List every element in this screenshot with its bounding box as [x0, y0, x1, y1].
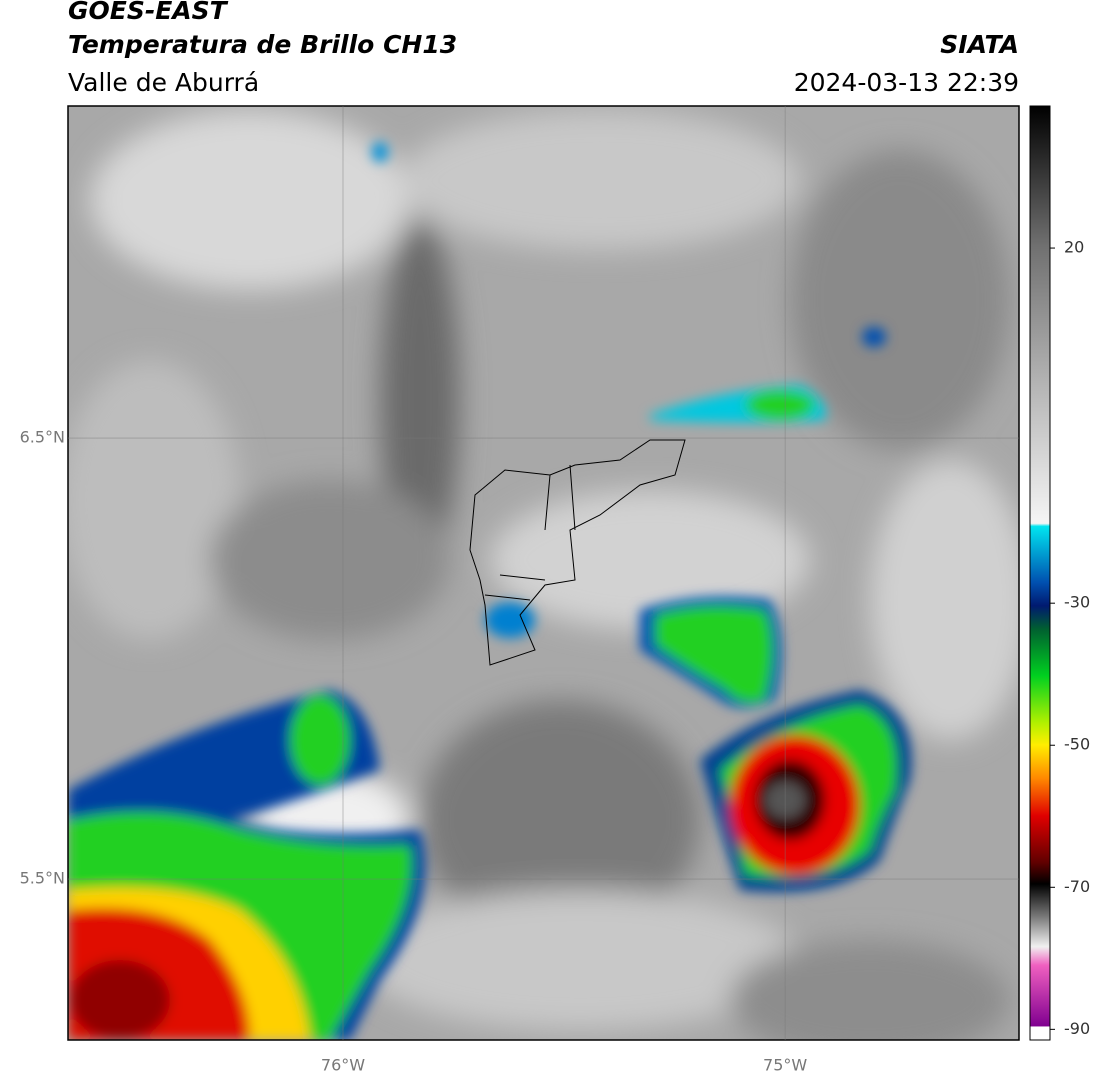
map-frame	[67, 105, 1020, 1041]
source: SIATA	[940, 30, 1019, 59]
x-tick-label: 75°W	[763, 1056, 807, 1075]
colorbar-tick-label: -90	[1064, 1019, 1090, 1038]
title: GOES-EAST	[68, 0, 229, 25]
y-tick-label: 6.5°N	[20, 428, 65, 447]
colorbar	[1029, 105, 1051, 1041]
municipal-boundaries	[469, 439, 686, 666]
region: Valle de Aburrá	[68, 68, 259, 97]
subtitle: Temperatura de Brillo CH13	[68, 30, 457, 59]
x-tick-label: 76°W	[321, 1056, 365, 1075]
colorbar-tick-label: -70	[1064, 877, 1090, 896]
satellite-image	[68, 106, 1019, 1040]
colorbar-tick-label: 20	[1064, 238, 1084, 257]
datetime: 2024-03-13 22:39	[794, 68, 1019, 97]
colorbar-tick-label: -30	[1064, 593, 1090, 612]
y-tick-label: 5.5°N	[20, 869, 65, 888]
colorbar-tick-label: -50	[1064, 735, 1090, 754]
